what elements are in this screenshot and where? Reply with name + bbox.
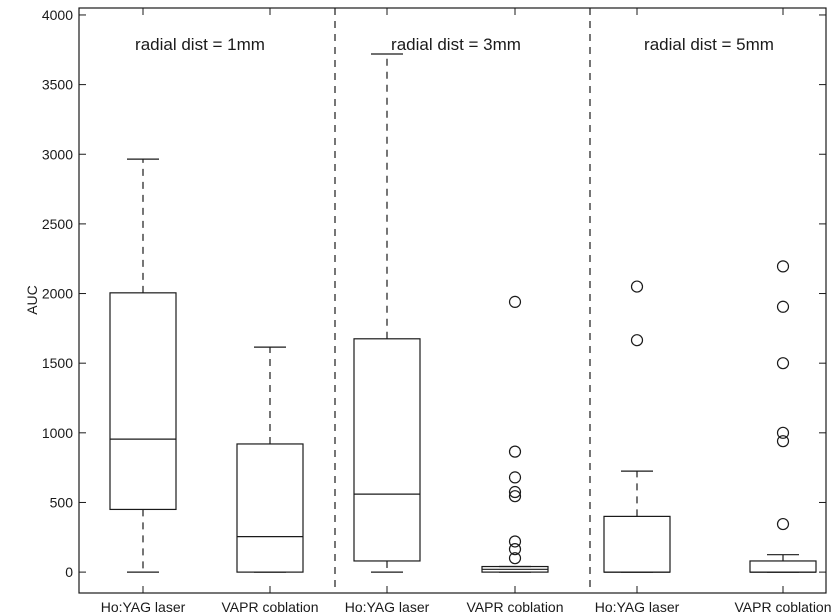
outlier-point [776,300,790,313]
outlier-point [776,357,790,370]
panel-title: radial dist = 5mm [644,35,774,54]
outlier-point [508,535,522,548]
y-tick-label: 3500 [42,77,73,93]
y-axis: 0 500 1000 1500 2000 2500 3000 3500 4000 [42,7,826,580]
box-plot [749,260,817,573]
box [603,515,671,573]
x-tick-label: Ho:YAG laser [101,599,186,615]
x-axis: Ho:YAG laser VAPR coblation Ho:YAG laser VA… [101,8,832,615]
box [109,292,177,511]
outlier-point [776,426,790,439]
outlier-point [508,490,522,503]
panel: radial dist = 1mm [109,35,304,573]
y-tick-label: 2500 [42,216,73,232]
x-tick-label: VAPR coblation [221,599,318,615]
box-plot [109,158,177,573]
box [749,560,817,573]
outlier-point [508,485,522,499]
outlier-point [776,260,790,273]
outlier-point [630,334,644,347]
outlier-point [630,280,644,293]
x-tick-label: Ho:YAG laser [345,599,430,615]
outlier-point [508,295,522,308]
x-tick-label: VAPR coblation [734,599,831,615]
box [353,338,421,562]
outlier-point [508,471,522,484]
outlier-point [508,445,522,458]
box-plot [603,280,671,573]
panels: radial dist = 1mm radial dist = 3mm radial… [109,8,817,593]
box-plot [236,346,304,573]
plot-frame [78,7,827,594]
y-tick-label: 500 [50,494,74,510]
outlier-point [776,435,790,448]
y-tick-label: 1500 [42,355,73,371]
outlier-point [508,552,522,565]
outlier-point [508,543,522,556]
panel: radial dist = 5mm [603,35,817,573]
panel: radial dist = 3mm [353,35,549,573]
y-tick-label: 1000 [42,425,73,441]
panel-title: radial dist = 3mm [391,35,521,54]
x-tick-label: VAPR coblation [466,599,563,615]
x-tick-label: Ho:YAG laser [595,599,680,615]
box-plot [353,53,421,573]
box [236,443,304,573]
box-plot [481,295,549,573]
y-tick-label: 3000 [42,146,73,162]
outlier-point [776,517,790,531]
y-tick-label: 4000 [42,7,73,23]
y-axis-label: AUC [24,285,40,315]
y-tick-label: 0 [65,564,73,580]
panel-title: radial dist = 1mm [135,35,265,54]
y-tick-label: 2000 [42,286,73,302]
